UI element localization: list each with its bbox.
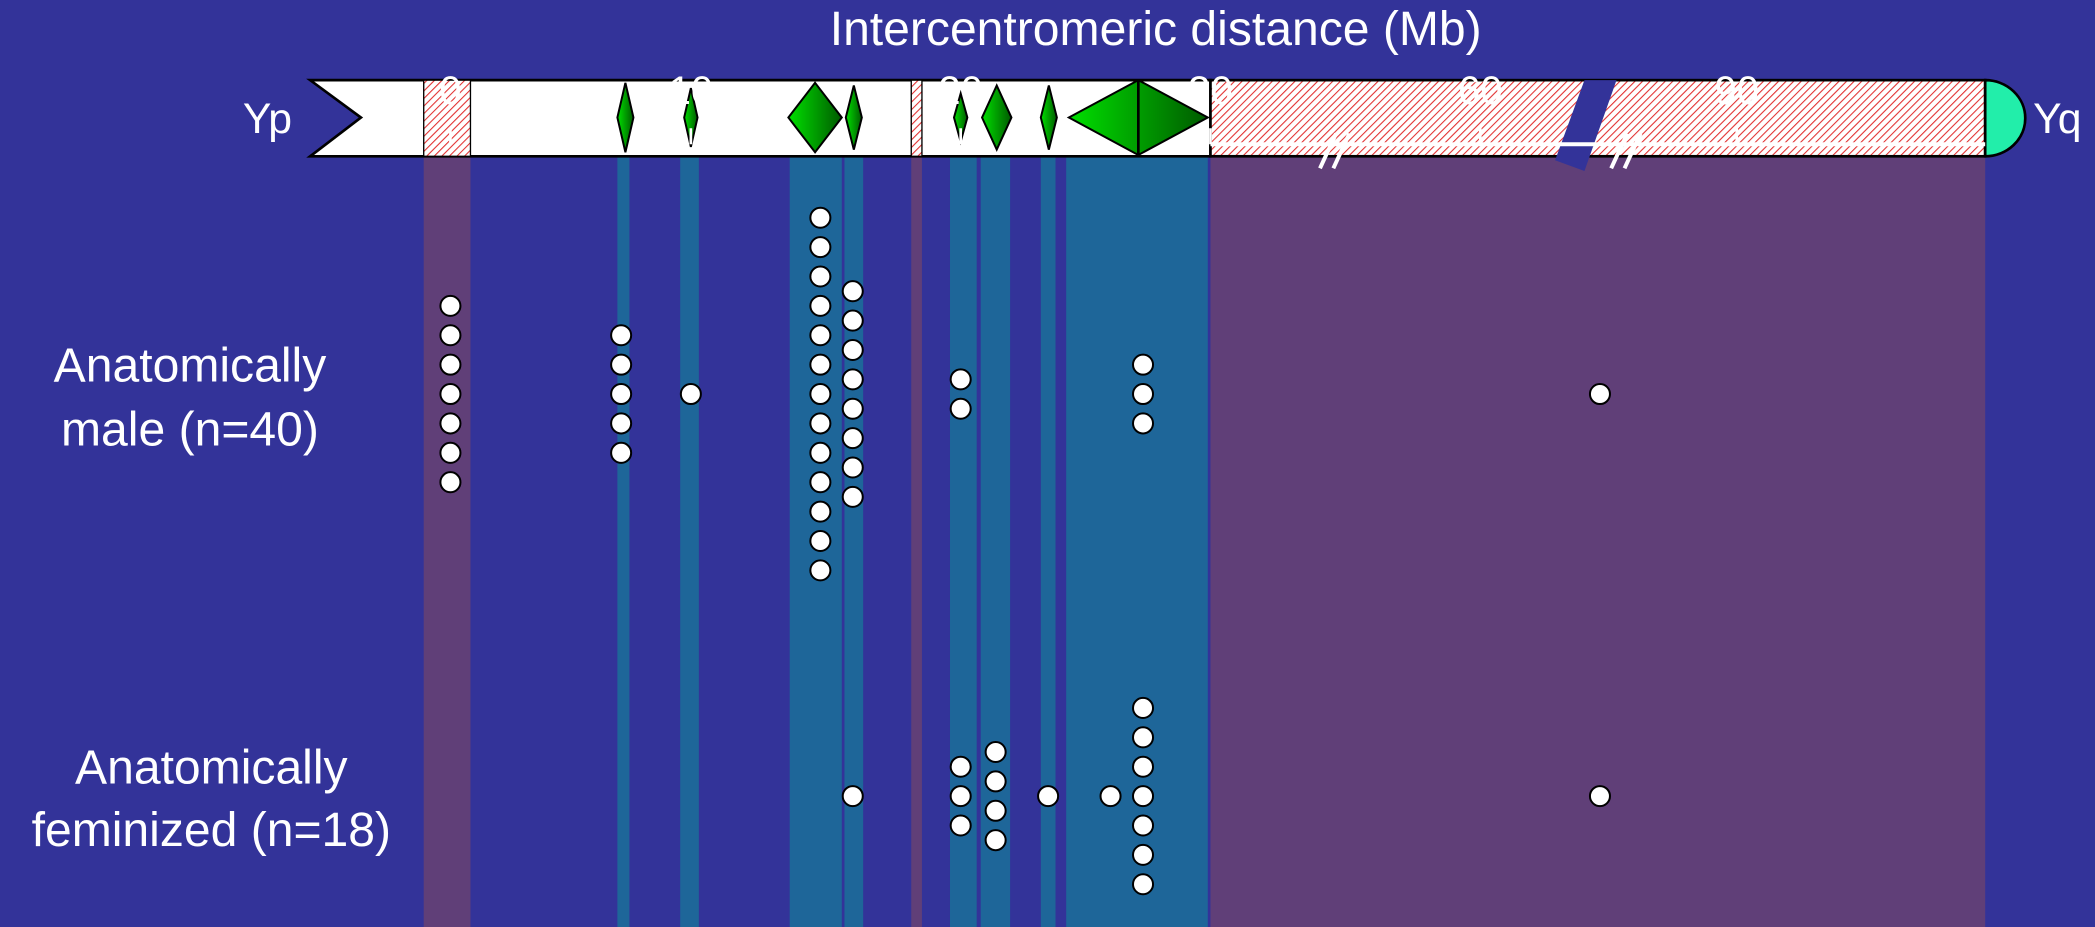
sample-dot: [843, 340, 863, 360]
sample-dot: [1133, 698, 1153, 718]
x-tick-label: 60: [1458, 69, 1503, 113]
sample-dot: [440, 472, 460, 492]
chart: Intercentromeric distance (Mb) Yp Yq 0 10…: [0, 0, 2095, 927]
sample-dot: [951, 399, 971, 419]
sample-dot: [1133, 815, 1153, 835]
x-tick-label: 10: [669, 69, 714, 113]
sample-dot: [843, 311, 863, 331]
sample-dot: [986, 742, 1006, 762]
sample-dot: [1590, 786, 1610, 806]
sample-dot: [1133, 355, 1153, 375]
sample-dot: [1101, 786, 1121, 806]
sample-dot: [951, 757, 971, 777]
sample-dot: [810, 502, 830, 522]
sample-dot: [810, 560, 830, 580]
group-label: feminized (n=18): [32, 803, 391, 857]
sample-dot: [1133, 786, 1153, 806]
sample-dot: [986, 830, 1006, 850]
sample-dot: [810, 384, 830, 404]
sample-dot: [440, 355, 460, 375]
sample-dot: [986, 771, 1006, 791]
sample-dot: [1133, 757, 1153, 777]
sample-dot: [440, 325, 460, 345]
x-tick-label: 30: [1188, 69, 1233, 113]
x-tick-label: 20: [938, 69, 983, 113]
sample-dot: [681, 384, 701, 404]
sample-dot: [810, 325, 830, 345]
sample-dot: [843, 399, 863, 419]
sample-dot: [611, 355, 631, 375]
sample-dot: [1133, 727, 1153, 747]
sample-dot: [951, 369, 971, 389]
sample-dot: [810, 208, 830, 228]
sample-dot: [951, 786, 971, 806]
sample-dot: [1133, 845, 1153, 865]
sample-dot: [611, 443, 631, 463]
sample-dot: [843, 428, 863, 448]
sample-dot: [1133, 413, 1153, 433]
sample-dot: [951, 815, 971, 835]
x-tick-label: 0: [439, 69, 461, 113]
end-label: Yq: [2033, 95, 2081, 143]
sample-dot: [986, 801, 1006, 821]
sample-dot: [810, 531, 830, 551]
chromosome: [310, 80, 2025, 171]
sample-dot: [843, 281, 863, 301]
sample-dot: [440, 413, 460, 433]
sample-dot: [810, 413, 830, 433]
axis-title: Intercentromeric distance (Mb): [830, 2, 1482, 56]
sample-dot: [810, 443, 830, 463]
region-bands: [424, 156, 1985, 927]
sample-dot: [843, 487, 863, 507]
sample-dot: [810, 266, 830, 286]
sample-dot: [440, 296, 460, 316]
end-label: Yp: [243, 95, 292, 143]
sample-dot: [810, 472, 830, 492]
group-label: Anatomically: [75, 740, 348, 794]
sample-dot: [611, 384, 631, 404]
sample-dot: [1590, 384, 1610, 404]
group-label: male (n=40): [61, 402, 319, 456]
sample-dot: [843, 369, 863, 389]
sample-dot: [1038, 786, 1058, 806]
sample-dot: [440, 443, 460, 463]
sample-dot: [810, 237, 830, 257]
sample-dot: [611, 413, 631, 433]
sample-dot: [810, 296, 830, 316]
sample-dot: [440, 384, 460, 404]
x-tick-label: 90: [1714, 69, 1759, 113]
sample-dot: [843, 457, 863, 477]
sample-dot: [1133, 384, 1153, 404]
group-label: Anatomically: [54, 338, 327, 392]
sample-dot: [810, 355, 830, 375]
sample-dot: [843, 786, 863, 806]
sample-dot: [611, 325, 631, 345]
sample-dot: [1133, 874, 1153, 894]
